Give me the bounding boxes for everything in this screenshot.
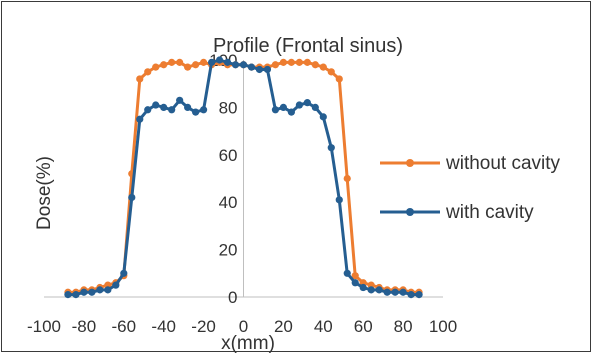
series-2-point [144, 106, 152, 114]
series-1-point [176, 58, 184, 66]
y-axis-title: Dose(%) [34, 156, 55, 230]
legend: without cavity with cavity [380, 153, 561, 223]
series-1-point [343, 174, 351, 183]
legend-marker-1 [406, 159, 414, 167]
series-2-point [383, 288, 391, 296]
series-1-point [271, 61, 280, 69]
x-tick-label: -40 [151, 317, 176, 336]
series-2-point [128, 193, 136, 202]
series-2-point [231, 61, 240, 69]
series-2-point [415, 291, 423, 299]
series-2-point [207, 58, 216, 66]
series-2-point [88, 288, 96, 296]
legend-label-1: without cavity [445, 153, 561, 174]
y-tick-label: 0 [228, 288, 237, 307]
series-1-point [144, 68, 152, 76]
legend-marker-2 [406, 208, 414, 216]
series-2-point [200, 106, 208, 114]
series-2-point [287, 108, 295, 116]
series-1-point [152, 63, 160, 71]
series-2-point [120, 269, 128, 277]
series-2-point [152, 101, 160, 109]
series-1-point [311, 61, 319, 69]
series-1-point [327, 68, 335, 76]
series-2-point [295, 101, 303, 109]
series-2-point [223, 58, 232, 66]
series-2-point [303, 99, 311, 107]
series-2-point [407, 291, 415, 299]
series-2-point [263, 65, 272, 74]
axes [44, 60, 443, 298]
x-tick-label: 60 [354, 317, 373, 336]
series-2-point [160, 103, 168, 111]
series-2-point [359, 283, 367, 292]
series-2-point [391, 288, 399, 296]
y-tick-label: 80 [219, 98, 238, 117]
series-2-point [255, 65, 264, 74]
series-2-point [104, 286, 112, 294]
series-2-point [375, 286, 383, 294]
series-1-point [168, 58, 176, 66]
series-2-point [319, 113, 327, 121]
series-2-point [215, 56, 224, 64]
series-2-point [327, 144, 335, 152]
series-2-point [64, 291, 72, 299]
x-tick-labels: -100 -80 -60 -40 -20 0 20 40 60 80 100 [27, 317, 457, 336]
series-2-point [279, 103, 287, 111]
series-2-point [271, 106, 280, 114]
series-1-point [160, 61, 168, 69]
series-1-point [319, 63, 327, 71]
series-1-point [295, 58, 303, 66]
series-1-point [192, 61, 200, 69]
series-2-point [351, 279, 359, 287]
series-1-point [184, 63, 192, 71]
x-tick-label: 20 [274, 317, 293, 336]
series-2-point [335, 196, 343, 204]
series-2-point [239, 61, 248, 69]
series-2-point [80, 288, 88, 296]
series-1-point [351, 272, 359, 280]
series-1-point [279, 58, 287, 66]
series-2-point [96, 286, 104, 294]
x-axis-title: x(mm) [221, 333, 275, 354]
x-tick-label: -100 [27, 317, 61, 336]
x-tick-label: 0 [239, 317, 248, 336]
series-2-point [247, 63, 256, 71]
series-2-point [136, 115, 144, 123]
series-2-point [168, 106, 176, 114]
x-tick-label: -80 [72, 317, 97, 336]
x-tick-label: -20 [191, 317, 216, 336]
series-1-point [303, 58, 311, 66]
plot-area [64, 56, 423, 299]
y-tick-label: 40 [219, 193, 238, 212]
series-2-point [343, 269, 351, 277]
series-1-point [200, 58, 208, 66]
series-1-point [136, 75, 144, 83]
series-2-point [72, 291, 80, 299]
series-2-point [192, 108, 200, 116]
x-tick-label: 80 [394, 317, 413, 336]
series-2-point [399, 288, 407, 296]
x-tick-label: 40 [314, 317, 333, 336]
series-2-point [311, 103, 319, 111]
x-tick-label: 100 [429, 317, 457, 336]
series-2-point [184, 103, 192, 111]
series-1-point [335, 75, 343, 83]
y-tick-label: 60 [219, 146, 238, 165]
x-tick-label: -60 [112, 317, 137, 336]
series-2-point [112, 281, 120, 289]
y-tick-label: 20 [219, 241, 238, 260]
chart-title: Profile (Frontal sinus) [213, 35, 403, 57]
series-1-point [287, 58, 295, 66]
legend-label-2: with cavity [445, 202, 534, 223]
series-2-point [176, 96, 184, 104]
series-2-point [367, 286, 375, 294]
